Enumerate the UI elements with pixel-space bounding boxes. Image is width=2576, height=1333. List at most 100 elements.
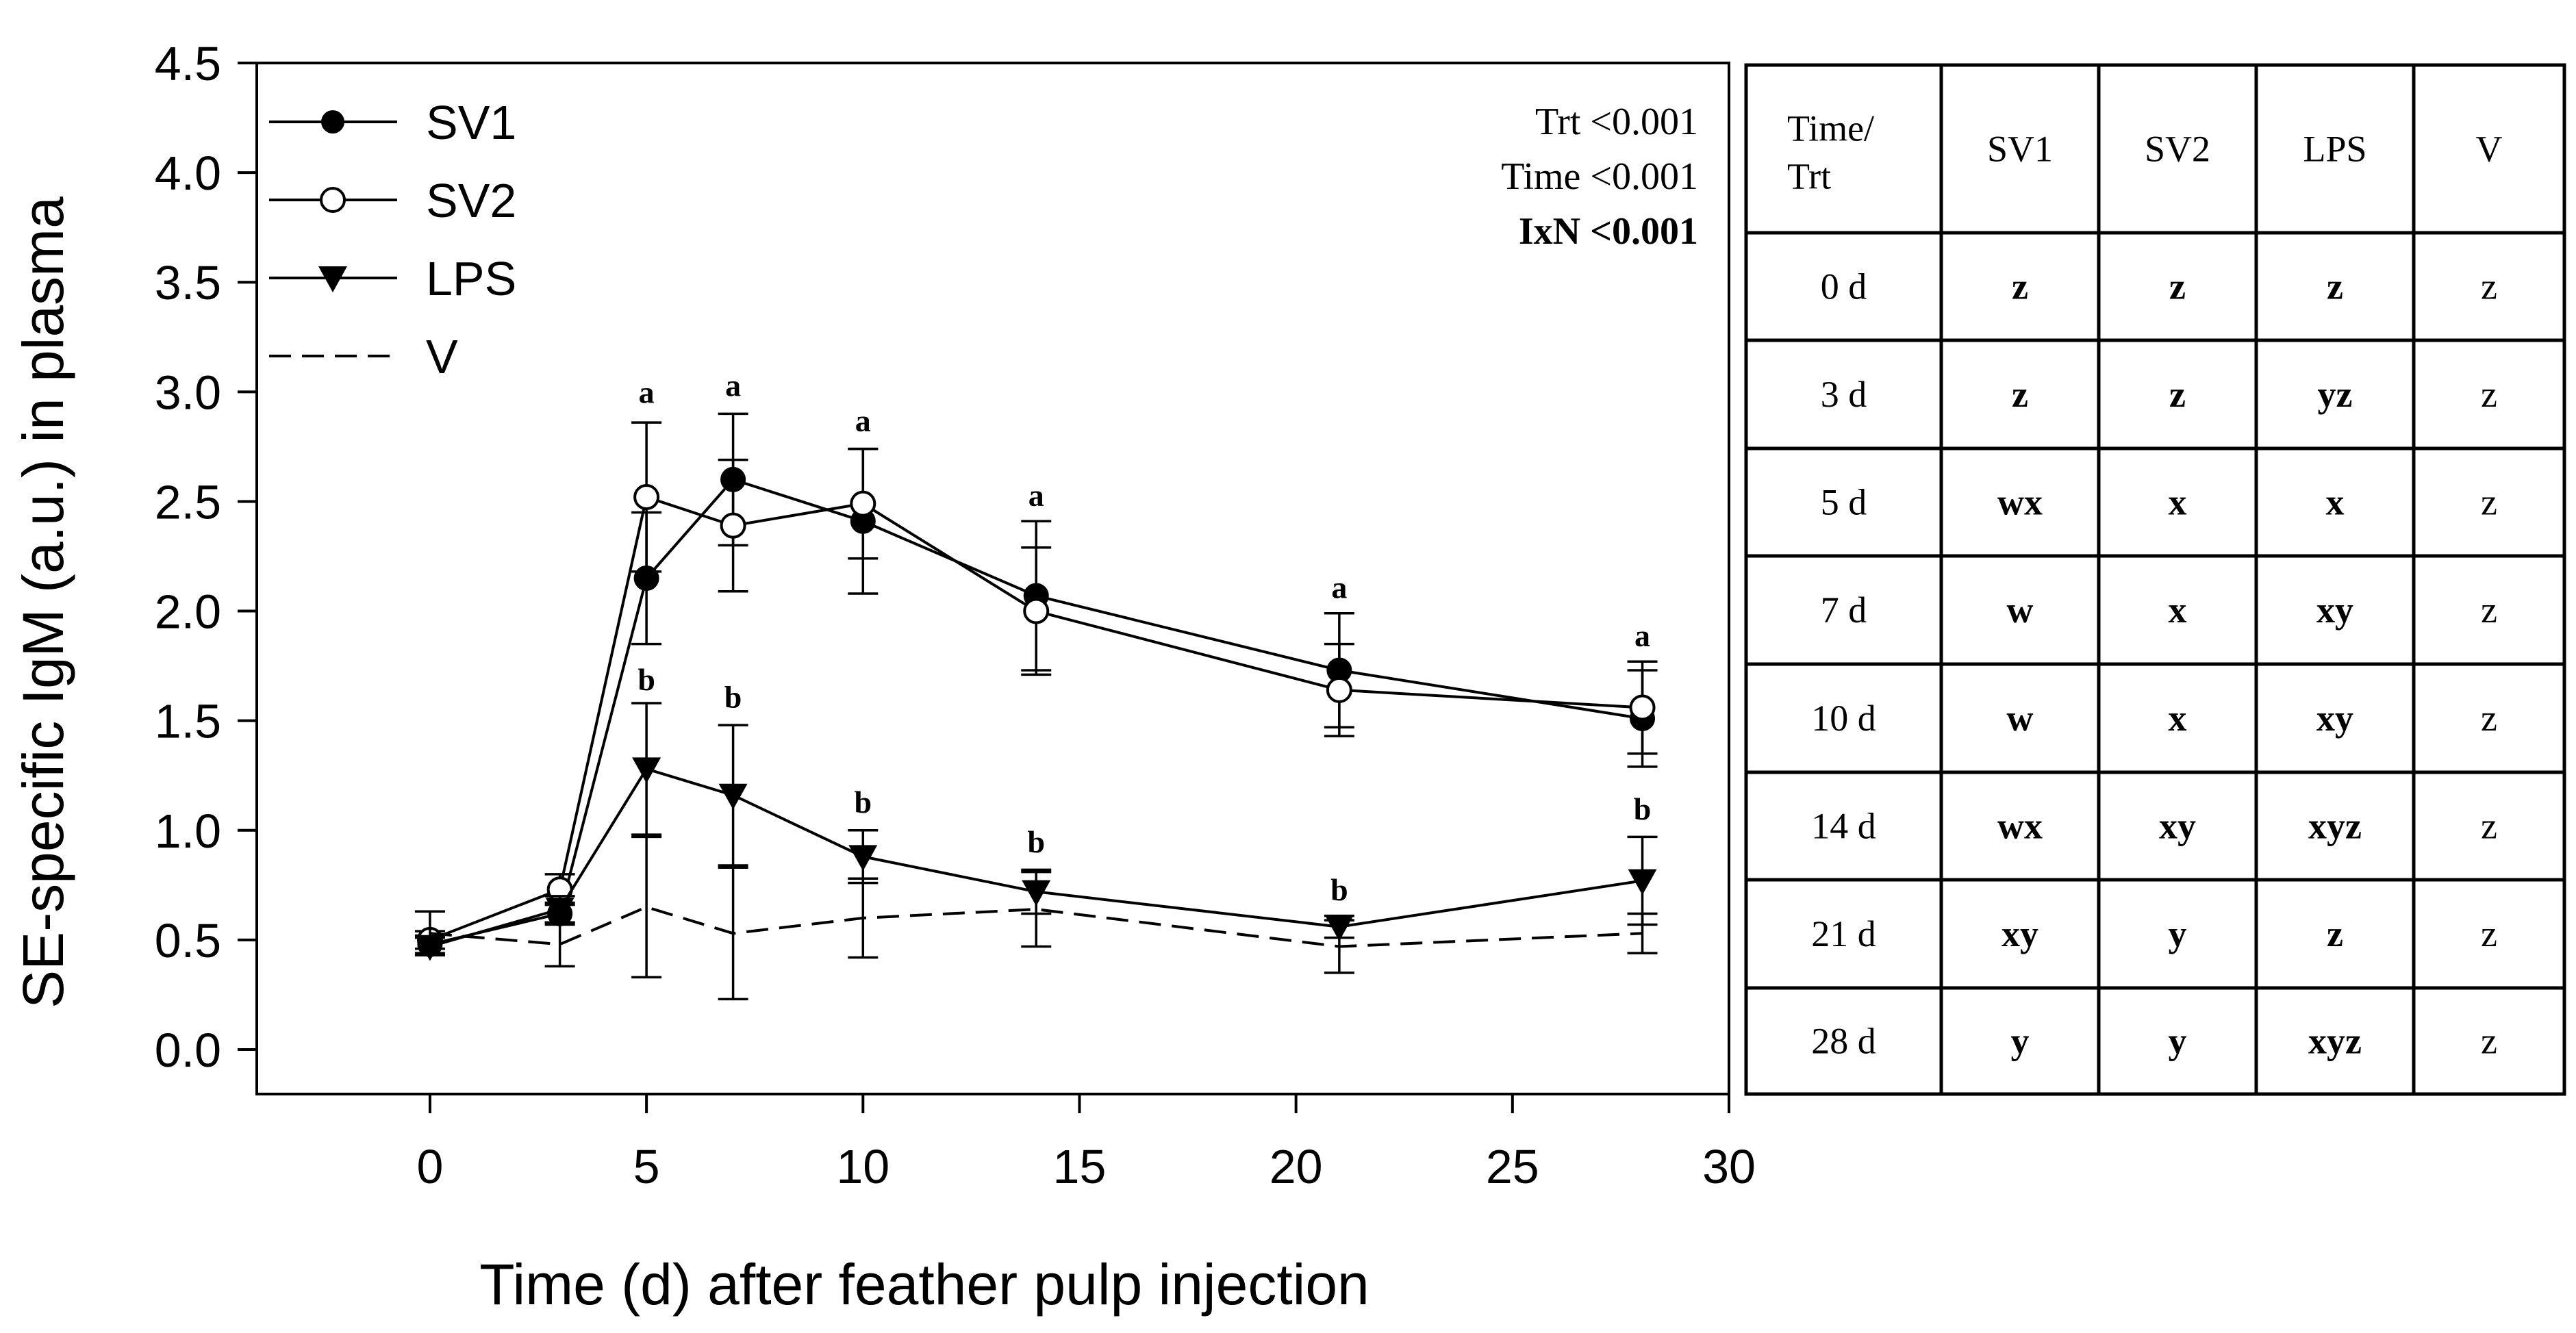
data-point [1326, 676, 1352, 703]
table-cell: xy [2316, 589, 2353, 631]
series-v [414, 835, 1658, 1001]
data-point [718, 783, 748, 810]
table-cell: z [2481, 482, 2497, 523]
y-tick-label: 3.0 [155, 366, 221, 419]
table-cell: x [2326, 482, 2345, 523]
table-cell: wx [1997, 482, 2043, 523]
legend-label-sv2: SV2 [426, 174, 516, 227]
table-header-time: Time/ [1787, 108, 1874, 149]
y-tick-label: 4.0 [155, 147, 221, 200]
data-point [1628, 869, 1657, 896]
table-cell: xyz [2308, 806, 2362, 847]
data-point [633, 484, 660, 511]
table-cell: z [2327, 266, 2343, 307]
table-header-sv2: SV2 [2145, 129, 2210, 170]
plot-area: 0.0 0.5 1.0 1.5 2.0 2.5 3.0 3.5 4.0 4.5 0 5 10 15 20 25… [11, 37, 1756, 1317]
legend: SV1 SV2 LPS V [269, 96, 516, 383]
series-line-lps [429, 767, 1643, 948]
table-cell: z [2169, 374, 2186, 415]
y-tick-label: 0.0 [155, 1024, 221, 1077]
x-tick-label: 0 [416, 1140, 443, 1193]
y-tick-label: 4.5 [155, 37, 221, 90]
data-point [1629, 694, 1656, 721]
table-row-time: 28 d [1811, 1021, 1876, 1062]
table-cell: w [2007, 589, 2034, 631]
data-point [1023, 598, 1050, 624]
y-tick-label: 1.5 [155, 695, 221, 748]
table-frame [1744, 63, 2566, 1096]
significance-letter: b [854, 785, 872, 820]
table-row-time: 21 d [1811, 913, 1876, 954]
significance-letter: a [1028, 478, 1044, 513]
series-line-sv1 [429, 478, 1643, 946]
stat-text: IxN <0.001 [1519, 210, 1698, 253]
legend-marker [320, 187, 346, 213]
x-tick-label: 25 [1486, 1140, 1539, 1193]
y-tick-label: 0.5 [155, 914, 221, 967]
table-header-v: V [2476, 129, 2503, 170]
series-line-v [429, 905, 1643, 948]
table-cell: z [2481, 806, 2497, 847]
table-cell: z [2327, 913, 2343, 954]
table-cell: x [2169, 589, 2187, 631]
legend-label-v: V [426, 330, 458, 383]
table-header-lps: LPS [2303, 129, 2366, 170]
significance-letter: b [724, 679, 742, 714]
stat-text: Time <0.001 [1501, 155, 1698, 198]
series-line-sv2 [429, 495, 1643, 941]
data-point [545, 898, 574, 924]
table-header-trt: Trt [1787, 156, 1831, 197]
table-cell: x [2169, 698, 2187, 739]
table-cell: z [2481, 698, 2497, 739]
table-cell: z [2169, 266, 2186, 307]
table-cell: xy [2159, 806, 2196, 847]
table-row-time: 0 d [1821, 266, 1867, 307]
data-point [632, 757, 661, 784]
table-cell: z [2481, 266, 2497, 307]
y-tick-label: 2.5 [155, 475, 221, 529]
data-point [848, 845, 878, 872]
x-tick-label: 10 [836, 1140, 889, 1193]
significance-letter: a [725, 368, 741, 403]
table-row-time: 7 d [1821, 589, 1867, 631]
table-cell: y [2169, 913, 2187, 954]
table-cell: z [2481, 913, 2497, 954]
table-cell: z [2481, 1021, 2497, 1062]
stat-text: Trt <0.001 [1535, 101, 1698, 143]
significance-letter: b [1027, 824, 1045, 859]
table-cell: w [2007, 698, 2034, 739]
table-cell: z [2012, 374, 2028, 415]
table-row-time: 5 d [1821, 482, 1867, 523]
y-tick-label: 1.0 [155, 804, 221, 858]
table-header-sv1: SV1 [1987, 129, 2053, 170]
table-cell: z [2481, 589, 2497, 631]
significance-letter: a [1331, 570, 1347, 605]
data-point [850, 490, 876, 517]
table-row-time: 10 d [1811, 698, 1876, 739]
y-axis-title: SE-specific IgM (a.u.) in plasma [11, 196, 75, 1008]
table-row-time: 14 d [1811, 806, 1876, 847]
significance-letter: b [637, 662, 655, 697]
table-cell: y [2011, 1021, 2030, 1062]
table-cell: z [2481, 374, 2497, 415]
table-cell: y [2169, 1021, 2187, 1062]
legend-marker [318, 266, 347, 292]
significance-letter: a [1634, 618, 1650, 653]
significance-letter: a [855, 403, 871, 438]
plot-frame [255, 62, 1730, 1095]
y-tick-label: 3.5 [155, 256, 221, 309]
table-row-time: 3 d [1821, 374, 1867, 415]
table-cell: xyz [2308, 1021, 2362, 1062]
x-tick-label: 15 [1053, 1140, 1107, 1193]
legend-label-lps: LPS [426, 252, 516, 305]
significance-letter: b [1634, 791, 1652, 826]
data-point [720, 512, 746, 539]
x-tick-label: 5 [633, 1140, 660, 1193]
significance-letter: a [639, 374, 655, 409]
legend-label-sv1: SV1 [426, 96, 516, 149]
table-cell: xy [2316, 698, 2353, 739]
table-cell: z [2012, 266, 2028, 307]
x-tick-label: 30 [1702, 1140, 1756, 1193]
